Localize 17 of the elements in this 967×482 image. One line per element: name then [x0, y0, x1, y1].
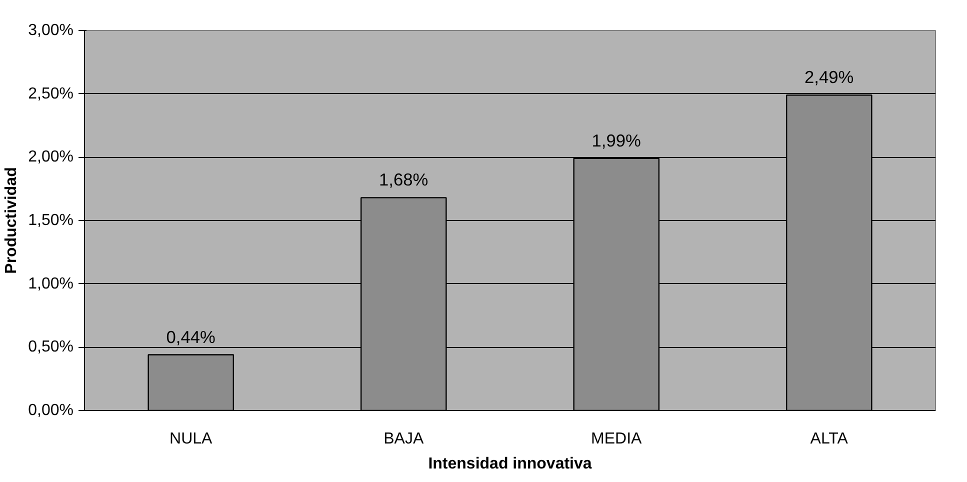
y-tick-label: 2,50%: [28, 85, 74, 102]
y-tick-label: 1,50%: [28, 212, 74, 229]
data-label: 2,49%: [804, 67, 854, 88]
data-label: 1,68%: [379, 170, 428, 190]
x-tick-label: NULA: [170, 430, 213, 448]
x-axis-title: Intensidad innovativa: [428, 456, 592, 472]
y-axis-title: Productividad: [3, 167, 20, 274]
y-tick-label: 2,00%: [28, 148, 74, 166]
y-tick-label: 0,50%: [28, 338, 74, 356]
y-tick-label: 3,00%: [28, 22, 74, 39]
x-tick-label: MEDIA: [591, 430, 642, 448]
x-tick-label: ALTA: [810, 430, 848, 448]
y-tick-label: 1,00%: [28, 275, 74, 292]
x-tick-label: BAJA: [384, 430, 424, 448]
y-tick-label: 0,00%: [28, 402, 74, 419]
data-label: 0,44%: [166, 326, 216, 347]
data-label: 1,99%: [592, 130, 641, 150]
